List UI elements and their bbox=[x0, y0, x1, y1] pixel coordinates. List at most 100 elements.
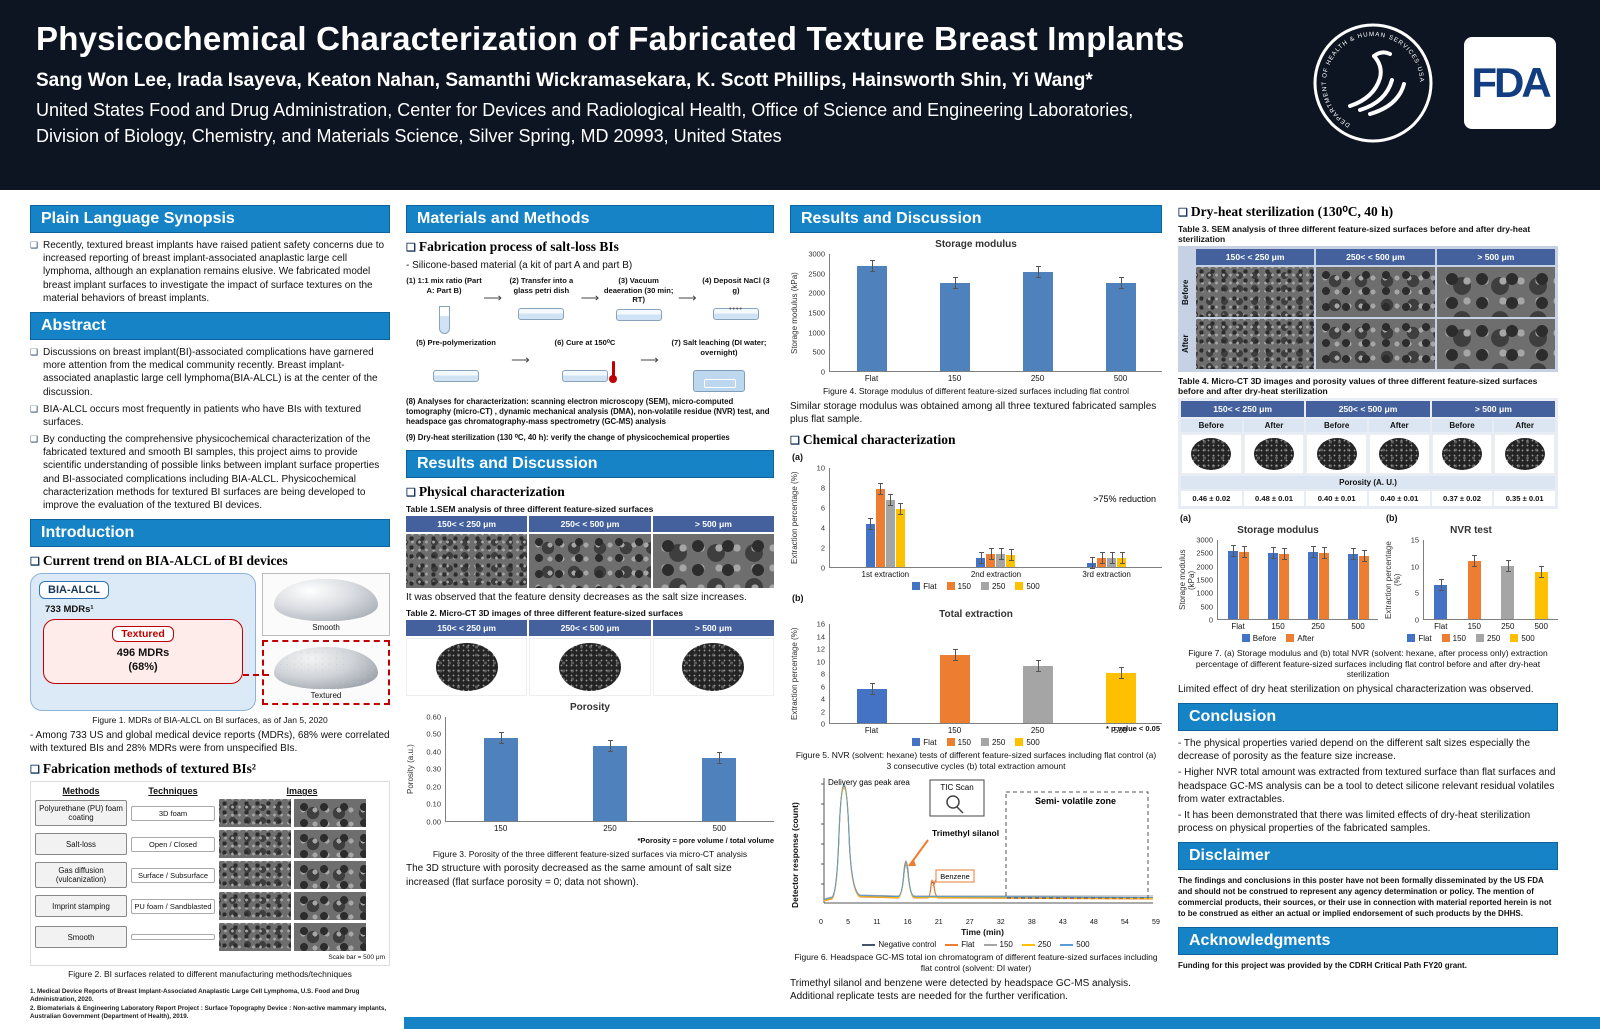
x-tick-label: Flat bbox=[1231, 622, 1245, 631]
chart-title: NVR test bbox=[1450, 525, 1492, 536]
x-tick-label: 250 bbox=[1311, 622, 1325, 631]
fab-process-heading: Fabrication process of salt-loss BIs bbox=[406, 239, 774, 255]
y-axis-label: Storage modulus (kPa) bbox=[790, 272, 799, 354]
total-mdrs-label: 733 MDRs¹ bbox=[45, 604, 94, 616]
arrow-icon: ⟶ bbox=[511, 352, 530, 368]
bar-group: 150 bbox=[483, 717, 518, 833]
size-header: 150< < 250 μm bbox=[1196, 249, 1315, 265]
size-header: 250< < 500 μm bbox=[529, 619, 651, 636]
y-tick-label: 4 bbox=[820, 523, 825, 533]
legend-swatch bbox=[1510, 634, 1519, 642]
bar-group: Flat bbox=[1434, 540, 1447, 631]
error-bar bbox=[1241, 545, 1247, 558]
gc-chromatogram: Semi- volatile zone Delivery gas peak ar… bbox=[821, 778, 1154, 904]
sem-before-150 bbox=[1196, 267, 1315, 317]
section-header-introduction: Introduction bbox=[30, 519, 390, 548]
ct-disk bbox=[558, 642, 621, 691]
legend-swatch bbox=[1441, 634, 1450, 642]
sem-before-250 bbox=[1316, 267, 1435, 317]
panel-b-label: (b) bbox=[792, 593, 804, 603]
arrow-icon: ⟶ bbox=[483, 290, 502, 306]
x-tick-label: 250 bbox=[1030, 374, 1045, 383]
size-header: 150< < 250 μm bbox=[406, 515, 528, 532]
bar bbox=[875, 482, 885, 567]
x-tick-label: 250 bbox=[603, 823, 617, 833]
gc-x-axis-label: Time (min) bbox=[961, 927, 1004, 938]
chart-body: Extraction percentage (%) 0 2 4 6 8 10 1st extr… bbox=[790, 464, 1162, 579]
legend-item: 250 bbox=[980, 582, 1005, 591]
authors-line: Sang Won Lee, Irada Isayeva, Keaton Naha… bbox=[36, 70, 1093, 91]
y-tick-label: 1000 bbox=[808, 328, 825, 338]
ct-disk bbox=[1253, 438, 1294, 470]
porosity-value: 0.37 ± 0.02 bbox=[1431, 491, 1493, 506]
bar bbox=[1022, 265, 1053, 371]
legend-swatch bbox=[1286, 634, 1295, 642]
poster-header: Physicochemical Characterization of Fabr… bbox=[0, 0, 1600, 190]
error-bar bbox=[1281, 548, 1287, 561]
gc-x-ticks: 0 5 11 16 21 27 32 38 43 48 54 59 bbox=[803, 919, 1162, 926]
sem-image-500 bbox=[652, 533, 774, 588]
hhs-logo: DEPARTMENT OF HEALTH & HUMAN SERVICES·US… bbox=[1312, 22, 1434, 144]
bar bbox=[1105, 277, 1136, 371]
y-tick-label: 10 bbox=[816, 463, 825, 473]
bar-group: 2nd extraction bbox=[971, 468, 1021, 579]
bar-group: 250 bbox=[1022, 254, 1053, 383]
ct-disk bbox=[435, 642, 498, 691]
bar bbox=[483, 731, 518, 821]
legend-swatch bbox=[980, 582, 989, 590]
error-bar bbox=[498, 731, 504, 744]
methods-row: Salt-loss Open / Closed bbox=[35, 830, 385, 859]
gcms-figure: Detector response (count) bbox=[790, 774, 1162, 937]
gc-legend-item: 250 bbox=[1021, 940, 1051, 949]
step-6: (6) Cure at 150⁰C bbox=[535, 338, 635, 384]
ct-disk bbox=[1191, 438, 1232, 470]
x-tick-label: Flat bbox=[864, 726, 879, 735]
gc-legend: Negative control Flat 150 250 500 bbox=[790, 940, 1162, 949]
fabrication-heading: Fabrication methods of textured BIs² bbox=[30, 761, 390, 777]
error-bar bbox=[1438, 578, 1444, 591]
error-bar bbox=[1230, 544, 1236, 557]
legend-swatch bbox=[1241, 634, 1250, 642]
error-bar bbox=[1118, 666, 1124, 679]
bar bbox=[1267, 547, 1278, 619]
abstract-bullet: Discussions on breast implant(BI)-associ… bbox=[30, 346, 390, 399]
scale-note: Scale bar = 500 μm bbox=[328, 954, 385, 962]
step-1-label: (1) 1:1 mix ratio (Part A: Part B) bbox=[406, 276, 482, 295]
legend-swatch bbox=[912, 582, 921, 590]
step-4-label: (4) Deposit NaCl (3 g) bbox=[702, 276, 770, 295]
y-axis-label: Extraction percentage (%) bbox=[790, 471, 799, 565]
ct-disk bbox=[682, 642, 745, 691]
bar bbox=[986, 548, 996, 567]
bar-group: Flat bbox=[1227, 540, 1249, 631]
step-5: (5) Pre-polymerization bbox=[406, 338, 506, 383]
error-bar bbox=[978, 552, 984, 565]
chart-legend: Flat 150 250 500 bbox=[1384, 634, 1558, 643]
porosity-value: 0.46 ± 0.02 bbox=[1181, 491, 1242, 506]
error-bar bbox=[1008, 549, 1014, 562]
bar bbox=[1097, 552, 1107, 567]
bar-group: 250 bbox=[1307, 540, 1329, 631]
step-6-label: (6) Cure at 150⁰C bbox=[554, 338, 616, 348]
porosity-row-label: Porosity (A. U.) bbox=[1181, 476, 1555, 489]
legend-line-swatch bbox=[983, 944, 997, 947]
y-tick-label: 3000 bbox=[808, 249, 825, 259]
magnifier-icon bbox=[946, 795, 964, 814]
bar-group: 3rd extraction bbox=[1082, 468, 1131, 579]
logo-group: DEPARTMENT OF HEALTH & HUMAN SERVICES·US… bbox=[1312, 22, 1556, 144]
method-images bbox=[219, 861, 385, 890]
sem-image bbox=[219, 923, 291, 952]
affiliation-line-1: United States Food and Drug Administrati… bbox=[36, 100, 1134, 120]
y-tick-label: 15 bbox=[1410, 535, 1420, 545]
disclaimer-text: The findings and conclusions in this pos… bbox=[1178, 876, 1552, 918]
chart-title: Storage modulus bbox=[1237, 525, 1319, 536]
legend-item: 250 bbox=[1476, 634, 1500, 643]
figure2-methods-table: Methods Techniques Images Polyurethane (… bbox=[30, 781, 390, 967]
images-col-header: Images bbox=[286, 786, 318, 797]
bar bbox=[1087, 557, 1097, 570]
section-header-materials: Materials and Methods bbox=[406, 205, 774, 233]
y-tick-label: 1500 bbox=[1196, 575, 1213, 585]
x-tick-label: Flat bbox=[1434, 622, 1448, 631]
step-8-text: (8) Analyses for characterization: scann… bbox=[406, 397, 770, 427]
fda-logo: FDA bbox=[1464, 37, 1556, 129]
